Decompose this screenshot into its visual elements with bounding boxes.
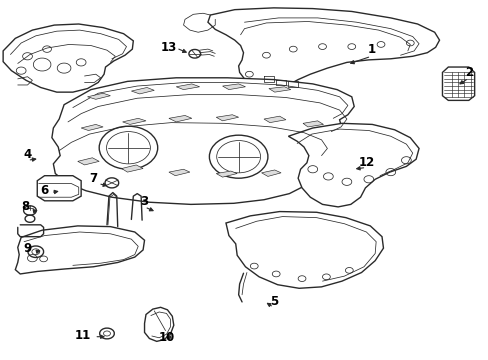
Polygon shape	[122, 165, 143, 172]
Polygon shape	[303, 121, 323, 127]
Polygon shape	[81, 125, 103, 131]
Text: 8: 8	[21, 201, 29, 213]
Polygon shape	[268, 87, 290, 92]
Text: 4: 4	[23, 148, 32, 161]
Polygon shape	[288, 123, 418, 207]
Polygon shape	[87, 93, 110, 99]
Polygon shape	[176, 84, 199, 90]
Text: 1: 1	[366, 42, 375, 55]
Polygon shape	[15, 226, 144, 274]
Text: 12: 12	[358, 156, 374, 168]
Text: 3: 3	[140, 195, 148, 208]
Polygon shape	[261, 170, 281, 176]
Polygon shape	[144, 307, 173, 341]
Polygon shape	[216, 171, 237, 177]
Polygon shape	[78, 158, 99, 165]
Polygon shape	[52, 78, 353, 204]
Text: 6: 6	[41, 184, 49, 197]
Polygon shape	[37, 176, 81, 201]
Text: 10: 10	[158, 331, 174, 344]
Polygon shape	[222, 84, 245, 90]
Polygon shape	[216, 115, 238, 121]
Text: 7: 7	[89, 172, 97, 185]
Polygon shape	[225, 212, 383, 288]
Text: 11: 11	[74, 329, 91, 342]
Polygon shape	[131, 87, 154, 94]
Polygon shape	[442, 67, 474, 100]
Polygon shape	[207, 8, 439, 87]
Text: 5: 5	[269, 296, 277, 309]
Polygon shape	[122, 118, 146, 125]
Polygon shape	[168, 116, 191, 122]
Text: 13: 13	[161, 41, 177, 54]
Polygon shape	[264, 116, 285, 123]
Text: 9: 9	[23, 242, 32, 255]
Polygon shape	[3, 24, 133, 92]
Polygon shape	[168, 169, 189, 176]
Text: 2: 2	[464, 66, 472, 79]
